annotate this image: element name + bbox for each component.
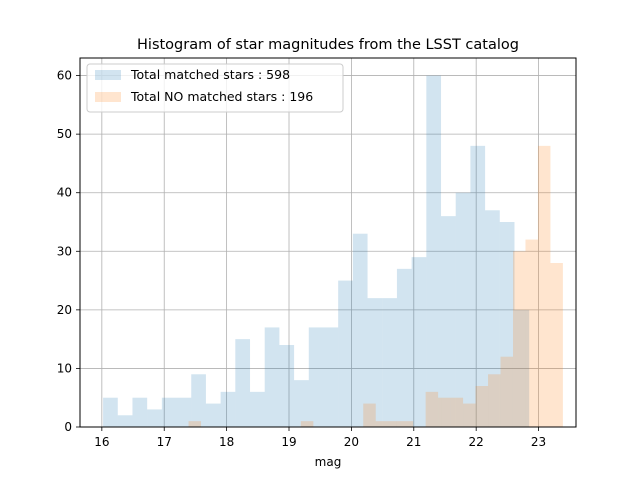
histogram-bar-series-1: [147, 409, 162, 427]
axes-frame: [79, 57, 577, 428]
y-tick-label: 60: [57, 69, 72, 83]
histogram-bar-series-1: [279, 345, 295, 427]
histogram-bar-series-1: [205, 403, 221, 427]
histogram-bar-series-2: [425, 391, 439, 427]
legend-label: Total matched stars : 598: [130, 67, 290, 82]
y-tick-label: 50: [57, 127, 72, 141]
x-tick-label: 23: [531, 435, 546, 449]
histogram-bar-series-1: [338, 280, 353, 427]
legend-label: Total NO matched stars : 196: [130, 89, 313, 104]
histogram-bar-series-1: [411, 257, 427, 427]
histogram-bar-series-2: [438, 397, 451, 427]
plot-area: 16 17 18 19 20 21 22 23 0 10 20 30 40 50 60 Total match…: [57, 57, 577, 449]
x-tick-label: 21: [406, 435, 421, 449]
histogram-bar-series-2: [375, 421, 389, 427]
histogram-bar-series-2: [188, 421, 202, 427]
legend-swatch: [95, 70, 121, 80]
histogram-bar-series-2: [450, 397, 464, 427]
histogram-bar-series-1: [132, 397, 148, 427]
chart-title: Histogram of star magnitudes from the LS…: [137, 37, 519, 53]
histogram-bar-series-2: [400, 421, 414, 427]
histogram-bar-series-1: [396, 268, 412, 427]
histogram-bar-series-2: [500, 356, 513, 427]
y-tick-label: 30: [57, 244, 72, 258]
y-tick-label: 10: [57, 361, 72, 375]
histogram-bar-series-2: [463, 403, 476, 427]
histogram-bar-series-2: [475, 386, 489, 427]
histogram-bar-series-1: [176, 397, 192, 427]
histogram-bar-series-2: [300, 421, 314, 427]
x-tick-label: 22: [469, 435, 484, 449]
histogram-bar-series-1: [191, 374, 206, 427]
histogram-bar-series-2: [388, 421, 401, 427]
y-tick-label: 40: [57, 186, 72, 200]
histogram-bar-series-1: [117, 415, 133, 427]
histogram-bar-series-1: [485, 210, 500, 427]
x-tick-label: 16: [94, 435, 109, 449]
x-tick-label: 18: [219, 435, 234, 449]
histogram-bar-series-1: [426, 75, 442, 428]
histogram-bar-series-1: [455, 192, 471, 427]
histogram-bar-series-1: [382, 298, 397, 427]
histogram-bar-series-1: [367, 298, 383, 427]
histogram-bar-series-1: [499, 222, 515, 427]
histogram-bar-series-1: [294, 380, 309, 427]
histogram-bar-series-1: [220, 391, 236, 427]
histogram-bar-series-1: [235, 339, 251, 427]
legend-box: [86, 63, 344, 113]
histogram-bar-series-1: [264, 327, 280, 427]
histogram-bar-series-1: [323, 327, 339, 427]
histogram-bar-series-2: [550, 263, 563, 427]
histogram-bar-series-1: [514, 309, 530, 427]
histogram-bar-series-1: [308, 327, 324, 427]
x-tick-label: 20: [344, 435, 359, 449]
histogram-bar-series-2: [363, 403, 376, 427]
histogram-bar-series-2: [537, 145, 551, 427]
histogram-bar-series-2: [488, 374, 501, 427]
histogram-bar-series-2: [512, 251, 526, 427]
histogram-bar-series-1: [161, 397, 177, 427]
y-tick-label: 20: [57, 303, 72, 317]
histogram-bar-series-2: [525, 239, 538, 427]
y-tick-label: 0: [64, 420, 72, 434]
x-tick-label: 17: [157, 435, 172, 449]
histogram-bar-series-1: [441, 216, 456, 427]
histogram-bar-series-1: [352, 233, 368, 427]
histogram-bar-series-1: [250, 391, 265, 427]
histogram-bar-series-1: [470, 145, 486, 427]
x-tick-label: 19: [281, 435, 296, 449]
histogram-bar-series-1: [103, 397, 118, 427]
x-axis-label: mag: [315, 455, 342, 469]
legend-swatch: [95, 92, 121, 102]
